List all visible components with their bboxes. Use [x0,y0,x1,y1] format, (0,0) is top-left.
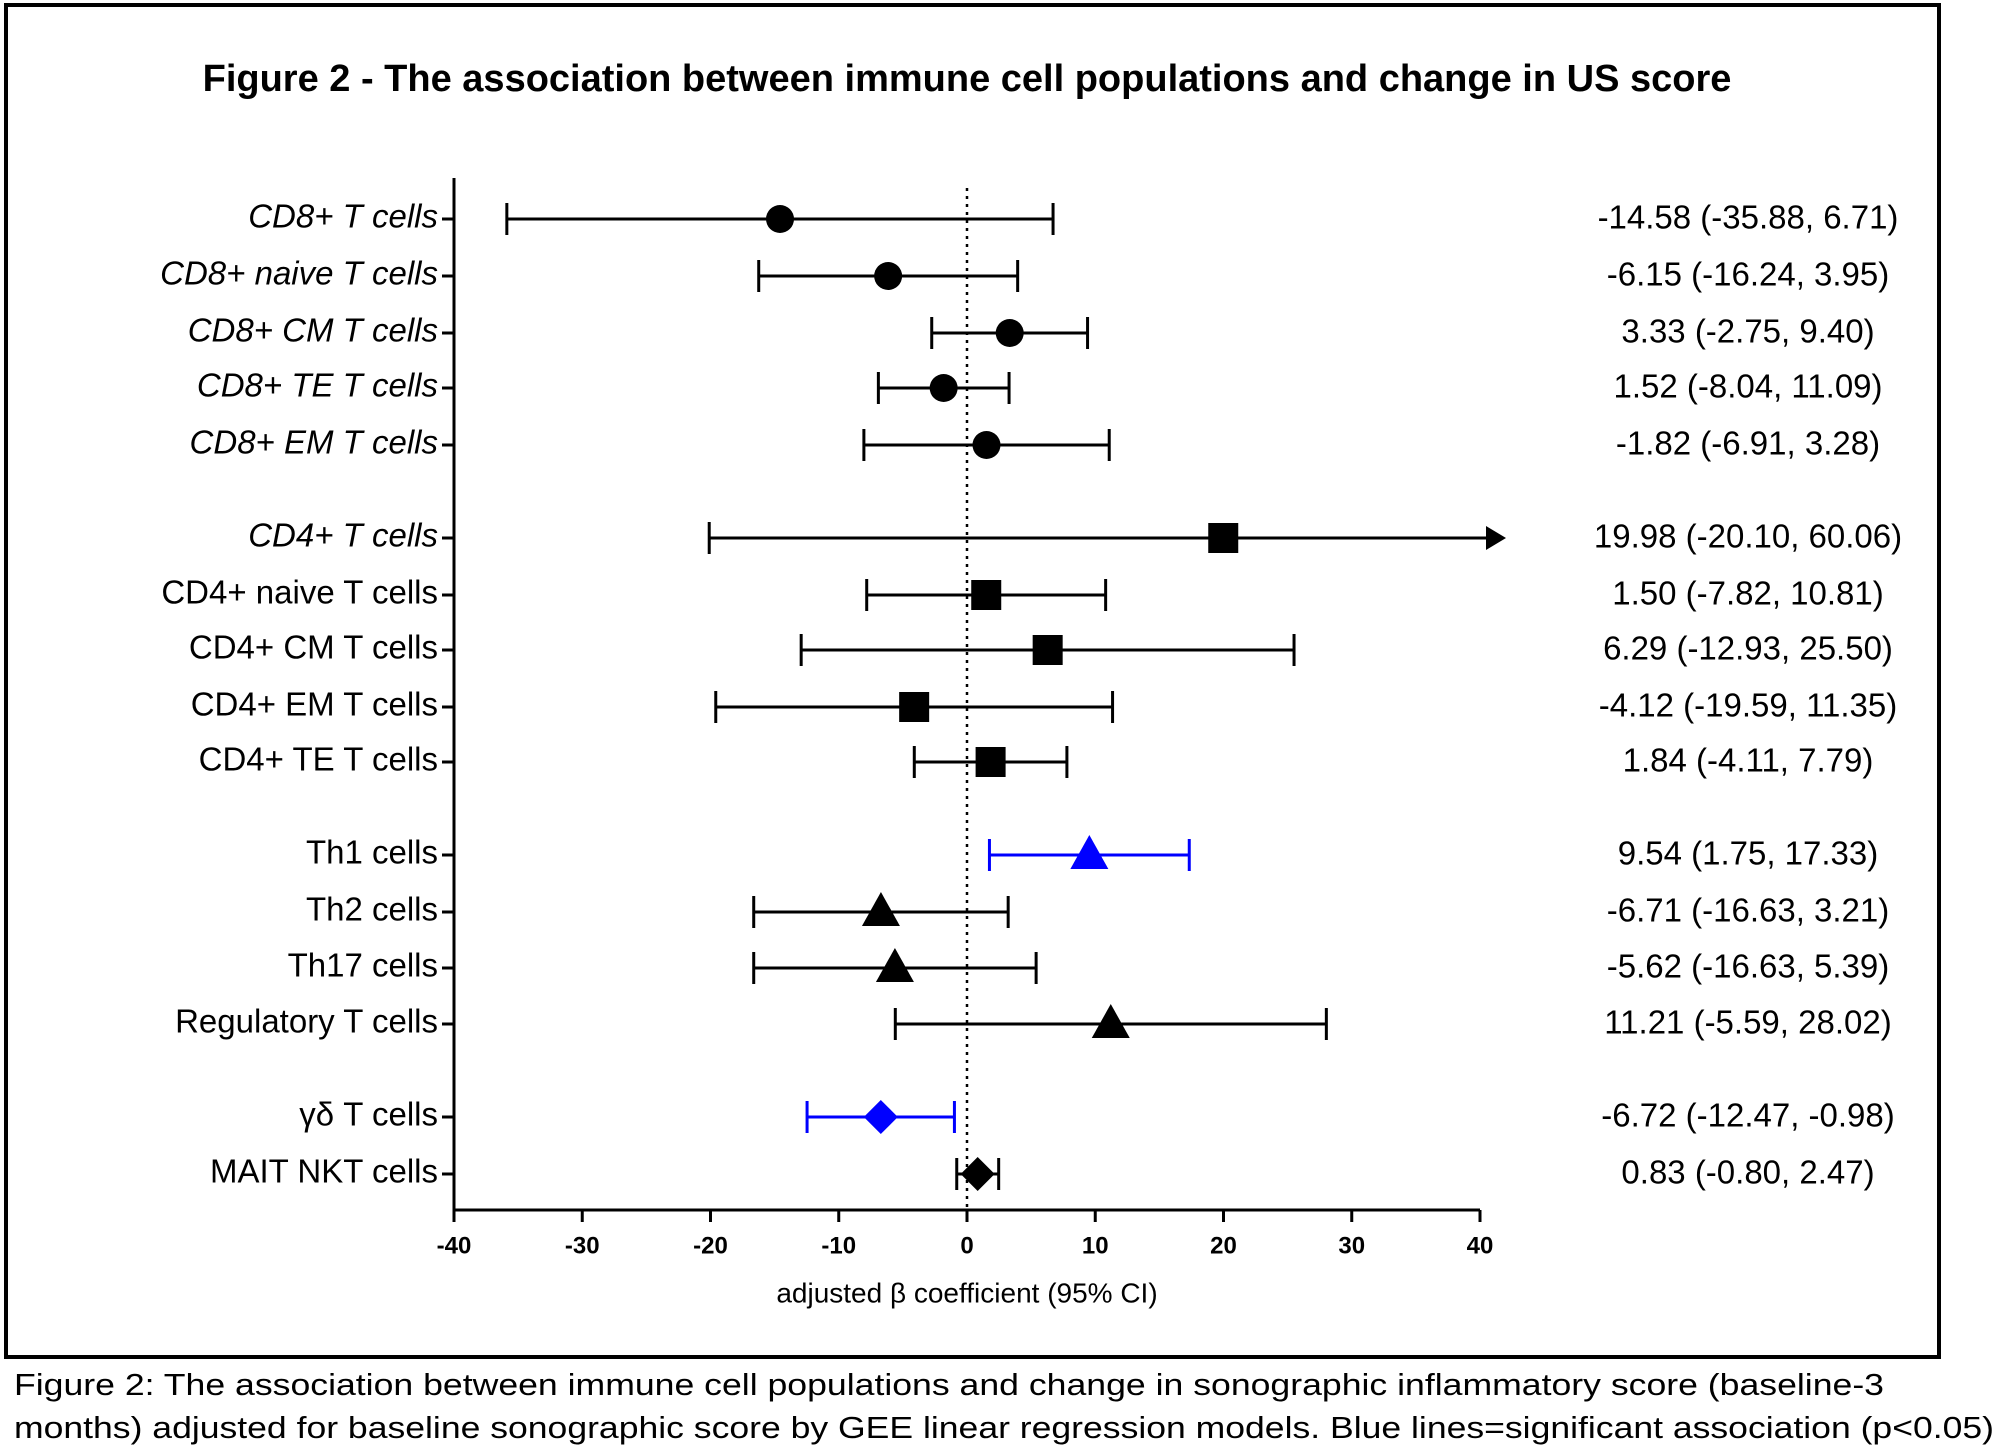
x-tick-label: -30 [565,1232,600,1259]
row-label: CD8+ TE T cells [197,367,438,404]
estimate-text: -6.15 (-16.24, 3.95) [1607,256,1890,293]
point-marker [1208,523,1239,553]
x-tick-label: -10 [821,1232,856,1259]
row-label: CD8+ T cells [248,198,438,235]
point-marker [874,262,903,290]
point-marker [861,892,900,926]
estimate-text: 11.21 (-5.59, 28.02) [1604,1004,1891,1041]
estimate-text: 19.98 (-20.10, 60.06) [1594,518,1902,555]
row-label: Th1 cells [306,834,438,871]
x-tick-label: 40 [1467,1232,1494,1259]
point-marker [863,1100,898,1134]
row-label: CD4+ CM T cells [189,629,438,666]
x-axis-label: adjusted β coefficient (95% CI) [776,1277,1157,1308]
point-marker [960,1157,995,1191]
point-marker [995,319,1024,347]
point-marker [929,374,958,402]
point-marker [975,747,1006,777]
row-label: CD4+ T cells [248,517,438,554]
estimate-text: 6.29 (-12.93, 25.50) [1603,630,1893,667]
point-marker [972,431,1001,459]
estimate-text: 0.83 (-0.80, 2.47) [1621,1154,1874,1191]
estimate-text: -6.72 (-12.47, -0.98) [1601,1097,1895,1134]
estimate-text: 1.52 (-8.04, 11.09) [1613,368,1882,405]
point-marker [971,580,1002,610]
overflow-arrow [1486,526,1506,550]
estimate-text: 1.84 (-4.11, 7.79) [1623,742,1874,779]
row-label: γδ T cells [299,1096,438,1133]
point-marker [875,948,914,982]
x-tick-label: 0 [960,1232,973,1259]
estimate-text: -4.12 (-19.59, 11.35) [1599,687,1897,724]
row-label: MAIT NKT cells [210,1153,438,1190]
estimate-text: -6.71 (-16.63, 3.21) [1607,892,1890,929]
estimate-text: 1.50 (-7.82, 10.81) [1612,575,1884,612]
caption-line: Figure 2: The association between immune… [14,1367,1884,1402]
row-label: CD4+ TE T cells [199,741,438,778]
estimate-text: 3.33 (-2.75, 9.40) [1621,313,1874,350]
x-tick-label: 10 [1082,1232,1109,1259]
row-label: Th17 cells [288,947,438,984]
chart-title: Figure 2 - The association between immun… [203,58,1732,100]
row-label: Regulatory T cells [175,1003,438,1040]
point-marker [1032,635,1063,665]
figure-frame [4,3,1941,1359]
row-label: CD8+ CM T cells [188,312,438,349]
row-label: CD8+ naive T cells [160,255,438,292]
row-label: CD8+ EM T cells [190,424,438,461]
row-label: CD4+ naive T cells [161,574,438,611]
x-tick-label: -40 [437,1232,472,1259]
caption-line: months) adjusted for baseline sonographi… [14,1410,1994,1445]
x-tick-label: -20 [693,1232,728,1259]
point-marker [1091,1004,1130,1038]
row-label: Th2 cells [306,891,438,928]
x-tick-label: 20 [1210,1232,1237,1259]
x-tick-label: 30 [1338,1232,1365,1259]
point-marker [766,205,795,233]
estimate-text: -14.58 (-35.88, 6.71) [1598,199,1899,236]
estimate-text: -5.62 (-16.63, 5.39) [1607,948,1890,985]
estimate-text: -1.82 (-6.91, 3.28) [1616,425,1880,462]
plot-area [505,203,1500,1190]
point-marker [899,692,930,722]
point-marker [1070,835,1109,869]
estimate-text: 9.54 (1.75, 17.33) [1618,835,1879,872]
row-label: CD4+ EM T cells [191,686,438,723]
